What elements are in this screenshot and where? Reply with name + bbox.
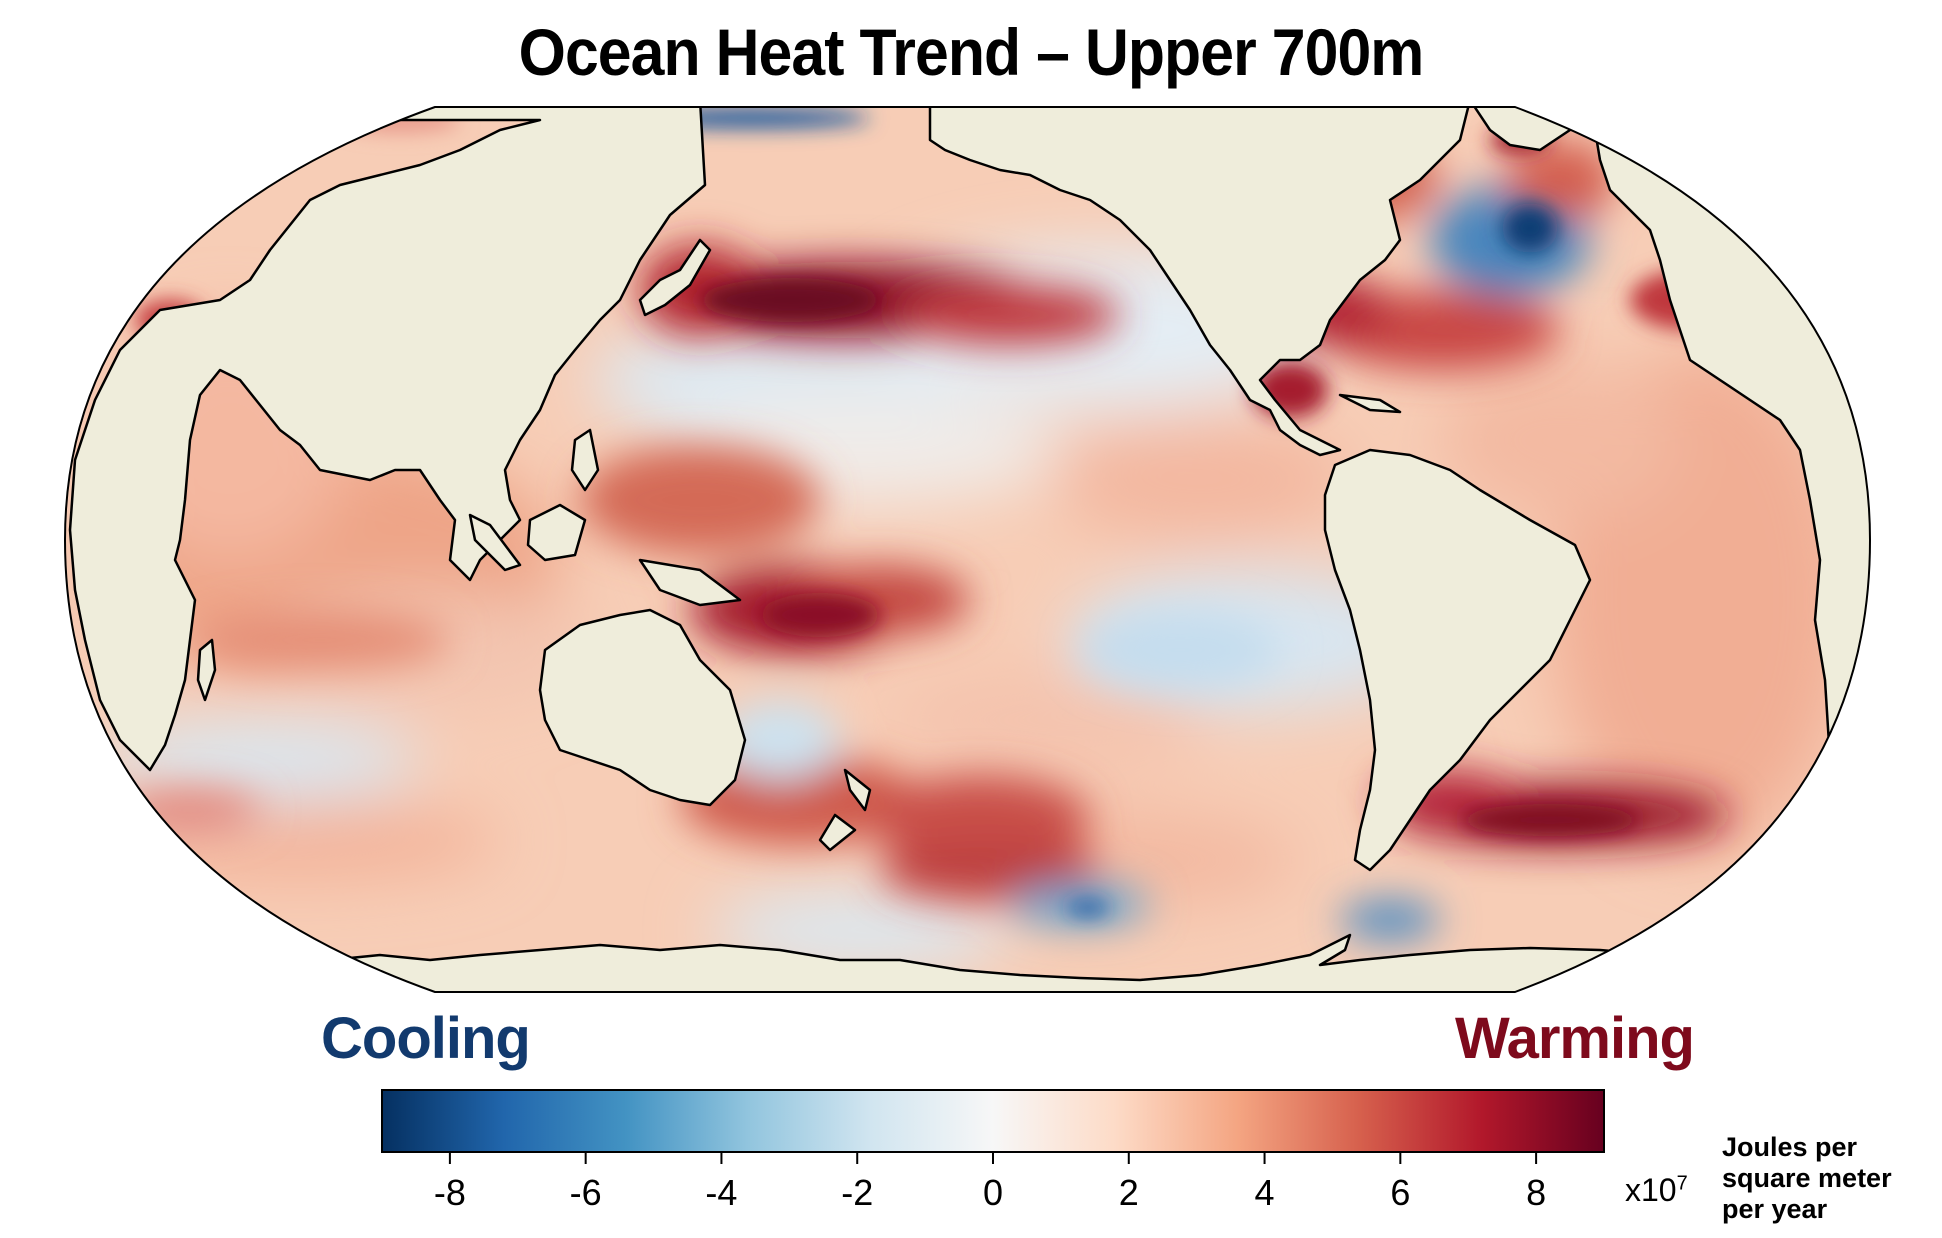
multiplier-base: x10 — [1625, 1172, 1677, 1208]
map-title: Ocean Heat Trend – Upper 700m — [518, 15, 1425, 89]
colorbar — [381, 1089, 1605, 1164]
continents — [65, 107, 1870, 992]
madagascar — [196, 638, 217, 702]
north-america — [928, 107, 1472, 457]
colorbar-gradient — [381, 1089, 1605, 1153]
multiplier-exponent: 7 — [1676, 1172, 1688, 1195]
new-zealand-south — [818, 813, 857, 852]
units-line-3: per year — [1722, 1194, 1828, 1224]
colorbar-tick-label: 8 — [1526, 1172, 1547, 1213]
map-frame — [63, 106, 1872, 993]
colorbar-tick-label: -8 — [433, 1172, 466, 1213]
south-america — [1323, 448, 1592, 872]
colorbar-tick-label: 4 — [1254, 1172, 1275, 1213]
new-zealand — [843, 768, 872, 812]
colorbar-tick-label: -2 — [841, 1172, 874, 1213]
colorbar-tick-label: -6 — [569, 1172, 602, 1213]
units-line-2: square meter — [1722, 1163, 1892, 1193]
colorbar-tick-label: 0 — [982, 1172, 1004, 1213]
colorbar-multiplier: x107 — [1625, 1172, 1688, 1209]
borneo — [526, 503, 587, 562]
cooling-label: Cooling — [321, 1006, 531, 1071]
new-guinea — [638, 558, 742, 607]
philippines — [570, 428, 600, 492]
units-line-1: Joules per — [1722, 1132, 1858, 1162]
sumatra — [468, 513, 522, 572]
colorbar-tick-label: 2 — [1118, 1172, 1139, 1213]
colorbar-tick-label: 6 — [1390, 1172, 1411, 1213]
ocean-field — [65, 107, 1870, 992]
japan — [638, 238, 712, 317]
colorbar-tick-label: -4 — [705, 1172, 738, 1213]
warming-label: Warming — [1455, 1006, 1695, 1071]
cuba — [1338, 393, 1402, 414]
eurasia-africa-landmass — [65, 107, 707, 772]
australia — [538, 608, 747, 807]
antarctica — [298, 933, 1842, 992]
colorbar-units: Joules per square meter per year — [1722, 1132, 1892, 1225]
colorbar-ticks — [448, 1152, 1538, 1164]
